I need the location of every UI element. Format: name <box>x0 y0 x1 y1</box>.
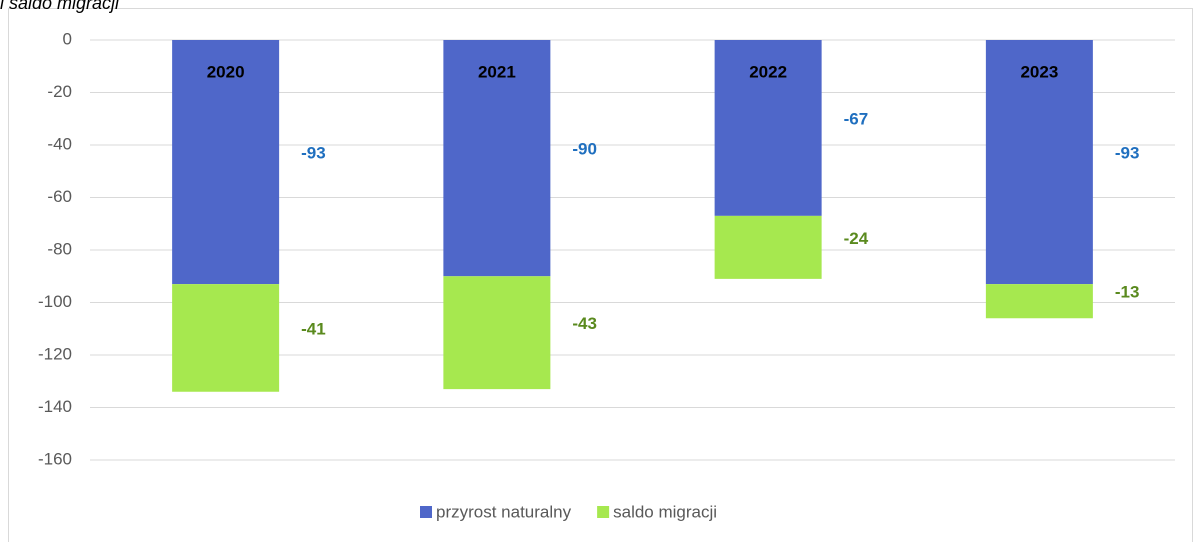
category-label: 2020 <box>207 62 245 81</box>
legend-swatch <box>420 506 432 518</box>
y-tick-label: -60 <box>47 187 72 206</box>
y-tick-label: -140 <box>38 397 72 416</box>
bar-segment <box>443 40 551 277</box>
data-label: -24 <box>844 229 869 248</box>
bar-segment <box>172 284 280 392</box>
y-tick-label: 0 <box>63 29 72 48</box>
bar-segment <box>172 40 280 285</box>
data-label: -93 <box>1115 144 1140 163</box>
bar-segment <box>443 276 551 390</box>
data-label: -41 <box>301 319 326 338</box>
data-label: -67 <box>844 109 869 128</box>
bar-segment <box>714 215 822 279</box>
category-label: 2022 <box>749 62 787 81</box>
y-tick-label: -160 <box>38 449 72 468</box>
bar-segment <box>714 40 822 216</box>
y-tick-label: -120 <box>38 344 72 363</box>
category-label: 2021 <box>478 62 516 81</box>
legend-swatch <box>597 506 610 518</box>
data-label: -43 <box>572 314 597 333</box>
chart-title: i saldo migracji <box>0 0 120 13</box>
bar-segment <box>985 284 1093 319</box>
data-label: -90 <box>572 140 597 159</box>
bar-segment <box>985 40 1093 285</box>
y-tick-label: -20 <box>47 82 72 101</box>
data-label: -93 <box>301 144 326 163</box>
category-label: 2023 <box>1020 62 1058 81</box>
y-tick-label: -80 <box>47 239 72 258</box>
legend-label: przyrost naturalny <box>436 502 572 521</box>
y-tick-label: -40 <box>47 134 72 153</box>
legend-label: saldo migracji <box>613 502 717 521</box>
data-label: -13 <box>1115 283 1140 302</box>
y-tick-label: -100 <box>38 292 72 311</box>
